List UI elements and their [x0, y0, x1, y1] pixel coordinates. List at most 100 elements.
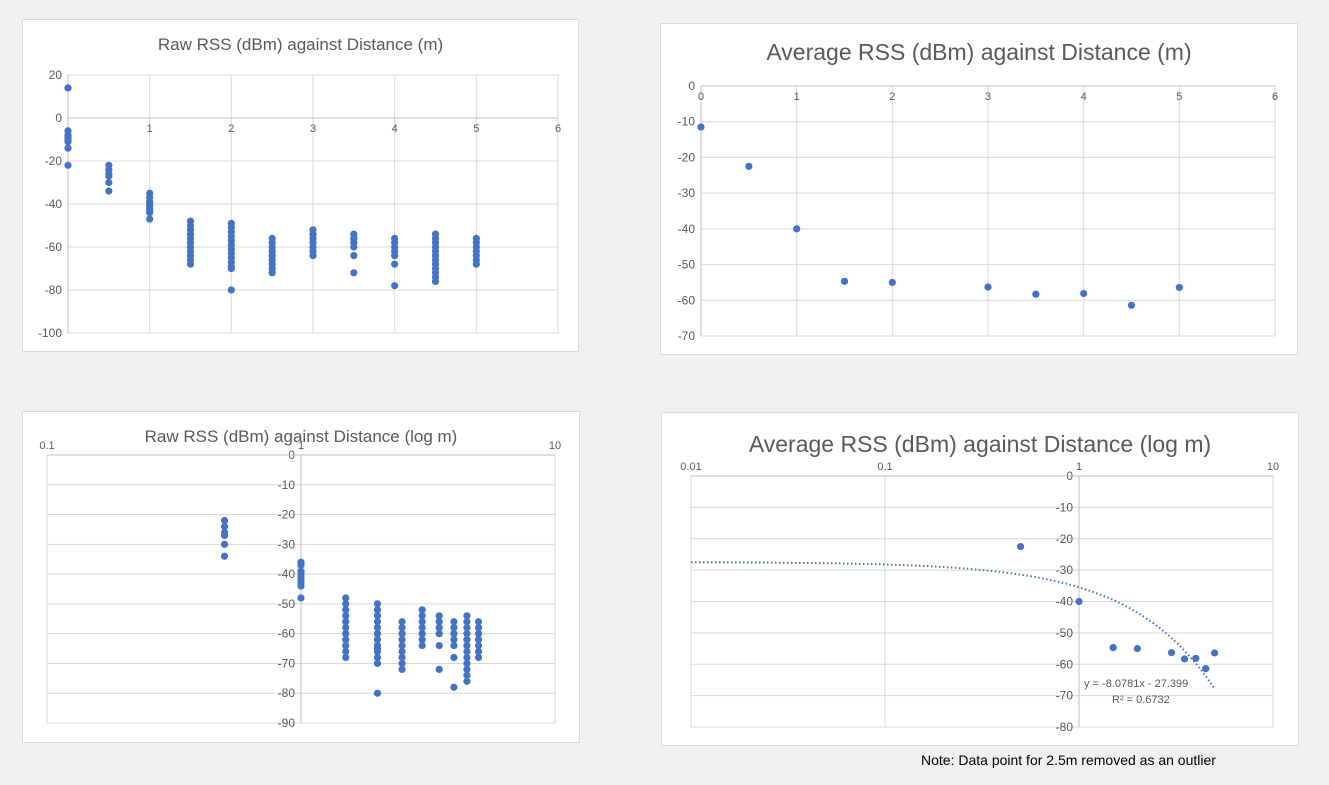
data-point — [220, 516, 229, 525]
y-tick-label: 20 — [49, 68, 63, 82]
y-tick-label: -40 — [678, 222, 696, 236]
y-tick-label: -10 — [278, 478, 296, 492]
data-point — [342, 624, 350, 632]
data-point — [1080, 289, 1088, 298]
y-tick-label: -30 — [1056, 563, 1074, 577]
x-tick-label: 1 — [298, 440, 304, 452]
data-point — [373, 636, 382, 644]
data-point — [342, 636, 350, 644]
data-point — [450, 624, 458, 632]
data-point — [342, 612, 350, 620]
data-point — [1127, 301, 1136, 309]
data-point — [418, 641, 426, 650]
y-tick-label: -40 — [1056, 595, 1074, 609]
data-point — [391, 260, 399, 268]
data-point — [186, 260, 195, 268]
data-point — [373, 606, 382, 614]
data-point — [105, 178, 113, 187]
trendline-equation: y = -8.0781x - 27.399 — [1084, 678, 1188, 690]
chart-avg-log: Average RSS (dBm) against Distance (log … — [661, 412, 1299, 746]
x-tick-label: 0 — [698, 91, 704, 103]
y-tick-label: -60 — [678, 293, 696, 307]
data-point — [888, 278, 896, 287]
data-point — [268, 269, 276, 277]
data-point — [342, 647, 350, 656]
data-point — [463, 630, 471, 638]
chart-raw-linear: Raw RSS (dBm) against Distance (m) 20 0 -20… — [22, 19, 579, 352]
chart-avg-linear-plot: Average RSS (dBm) against Distance (m)0-… — [678, 39, 1278, 343]
x-tick-label: 1 — [1076, 461, 1082, 473]
data-point — [64, 144, 72, 152]
y-tick-label: -70 — [678, 329, 696, 343]
data-point — [105, 187, 113, 195]
data-point — [418, 612, 426, 620]
y-tick-label: 0 — [688, 79, 695, 93]
data-point — [463, 636, 471, 644]
data-point — [105, 172, 113, 180]
chart-title: Average RSS (dBm) against Distance (log … — [749, 431, 1211, 457]
data-point — [435, 612, 443, 620]
chart-avg-linear: Average RSS (dBm) against Distance (m) 0-… — [660, 23, 1298, 355]
data-point — [435, 630, 443, 638]
y-tick-label: -50 — [678, 258, 696, 272]
x-tick-label: 2 — [228, 123, 234, 135]
trendline — [691, 561, 1216, 690]
data-point — [697, 123, 705, 131]
data-point — [146, 209, 154, 217]
data-point — [350, 269, 358, 277]
data-point — [418, 636, 426, 644]
data-point — [463, 677, 471, 685]
chart-title: Average RSS (dBm) against Distance (m) — [766, 39, 1191, 65]
data-point — [373, 659, 382, 668]
y-tick-label: -60 — [1056, 657, 1074, 671]
data-point — [220, 522, 229, 531]
data-point — [64, 84, 72, 92]
data-point — [418, 618, 426, 626]
y-tick-label: -30 — [278, 537, 296, 551]
data-point — [309, 252, 317, 260]
data-point — [474, 641, 483, 650]
y-tick-label: -10 — [678, 115, 696, 129]
data-point — [398, 624, 406, 632]
chart-title: Raw RSS (dBm) against Distance (m) — [158, 35, 443, 54]
x-tick-label: 3 — [310, 123, 316, 135]
x-tick-label: 10 — [549, 440, 561, 452]
y-tick-label: -20 — [278, 508, 296, 522]
data-point — [745, 162, 753, 170]
data-point — [463, 641, 471, 650]
x-tick-label: 4 — [1081, 91, 1087, 103]
data-point — [391, 247, 399, 255]
data-point — [1192, 654, 1200, 662]
data-point — [297, 561, 305, 569]
y-tick-label: -10 — [1056, 500, 1074, 514]
x-tick-label: 1 — [794, 91, 800, 103]
y-tick-label: -70 — [278, 656, 296, 670]
y-tick-label: -60 — [45, 240, 63, 254]
x-tick-label: 6 — [1272, 91, 1278, 103]
data-point — [463, 618, 471, 626]
data-point — [450, 653, 458, 662]
data-point — [398, 647, 406, 656]
chart-raw-linear-plot: Raw RSS (dBm) against Distance (m) 20 0 -20… — [38, 35, 561, 340]
data-point — [342, 600, 350, 608]
x-tick-label: 4 — [392, 123, 398, 135]
data-point — [984, 283, 992, 291]
data-point — [64, 138, 72, 146]
data-point — [793, 225, 801, 233]
data-point — [450, 630, 458, 638]
data-point — [220, 540, 229, 548]
chart-raw-log: Raw RSS (dBm) against Distance (log m) 0-… — [22, 411, 580, 743]
data-point — [398, 659, 406, 668]
data-point — [350, 243, 358, 251]
chart-raw-log-plot: Raw RSS (dBm) against Distance (log m)0-… — [39, 427, 561, 730]
y-tick-label: -80 — [278, 686, 296, 700]
y-tick-label: 0 — [55, 111, 62, 125]
data-point — [463, 659, 471, 668]
data-point — [64, 161, 72, 169]
data-point — [398, 641, 406, 650]
y-tick-label: -60 — [278, 627, 296, 641]
x-tick-label: 2 — [889, 91, 895, 103]
x-tick-label: 5 — [473, 123, 479, 135]
y-tick-label: -40 — [45, 197, 63, 211]
data-point — [474, 653, 483, 662]
